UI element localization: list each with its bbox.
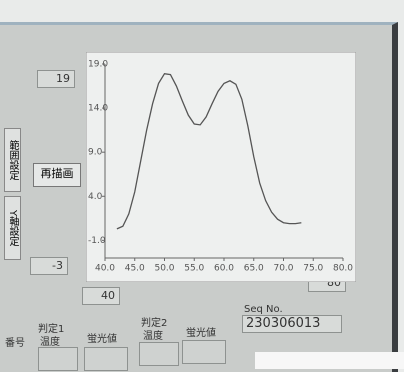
- number-label: 番号: [5, 334, 25, 349]
- y-tick-label: 9.0: [88, 148, 103, 158]
- judge-box: [38, 347, 78, 371]
- y-min-field[interactable]: -3: [30, 257, 68, 275]
- x-tick-label: 70.0: [273, 264, 293, 274]
- x-tick-label: 45.0: [125, 264, 145, 274]
- y-tick-label: 4.0: [88, 192, 103, 202]
- x-tick-label: 55.0: [184, 264, 204, 274]
- x-min-field[interactable]: 40: [82, 287, 120, 305]
- judge-fluor: 蛍光値: [186, 324, 216, 339]
- tab[interactable]: 範囲設定: [4, 128, 21, 192]
- judge-box: [139, 342, 179, 366]
- x-tick-label: 65.0: [244, 264, 264, 274]
- seq-value: 230306013: [242, 315, 342, 333]
- tab[interactable]: Y軸設定: [4, 196, 21, 260]
- redraw-button[interactable]: 再描画: [33, 163, 81, 187]
- y-tick-label: 14.0: [88, 104, 108, 114]
- judge-box: [84, 347, 128, 371]
- x-tick-label: 60.0: [214, 264, 234, 274]
- y-tick-label: 19.0: [88, 60, 108, 70]
- y-max-field[interactable]: 19: [37, 70, 75, 88]
- judge-temp: 温度: [143, 327, 163, 342]
- judge-fluor: 蛍光値: [87, 330, 117, 345]
- x-tick-label: 80.0: [333, 264, 353, 274]
- judge-temp: 温度: [40, 333, 60, 348]
- judge-box: [182, 340, 226, 364]
- x-tick-label: 75.0: [303, 264, 323, 274]
- x-tick-label: 50.0: [154, 264, 174, 274]
- x-tick-label: 40.0: [95, 264, 115, 274]
- seq-label: Seq No.: [244, 304, 283, 315]
- page: 19 -3 40 80 再描画 範囲設定 Y軸設定 番号 判定1 温度 蛍光値 …: [0, 0, 404, 369]
- glare: [255, 352, 404, 369]
